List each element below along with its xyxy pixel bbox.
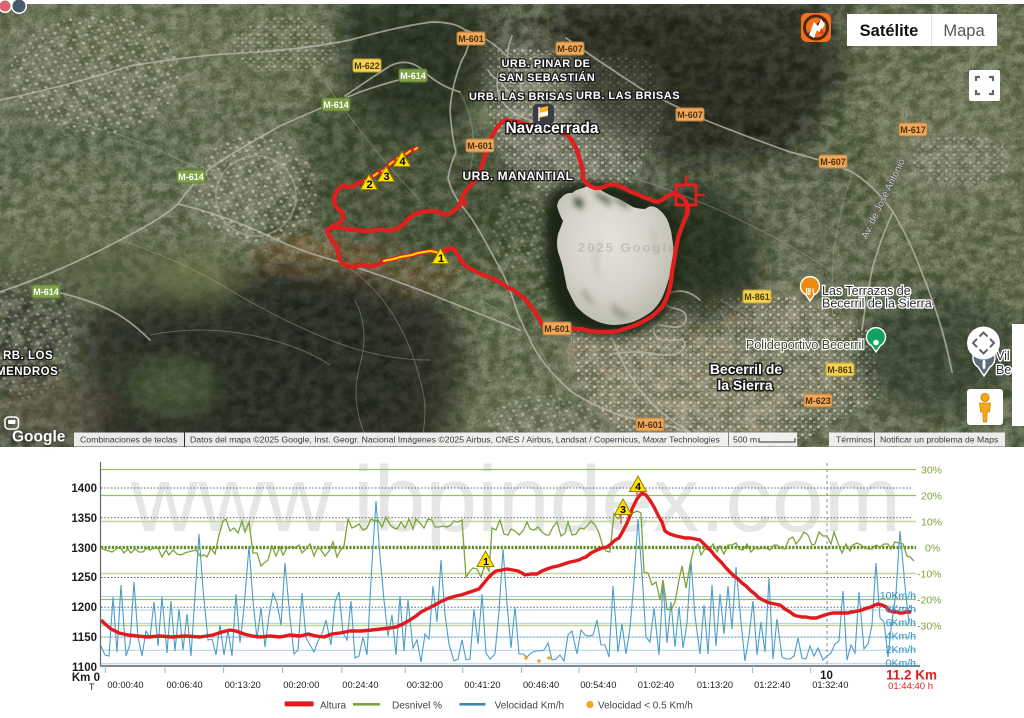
svg-text:4: 4 — [635, 481, 641, 493]
svg-text:3: 3 — [620, 504, 626, 516]
svg-text:2025 Google: 2025 Google — [578, 240, 677, 255]
svg-text:00:20:00: 00:20:00 — [283, 680, 319, 690]
svg-text:Combinaciones de teclas: Combinaciones de teclas — [80, 435, 178, 445]
svg-text:M-614: M-614 — [33, 287, 59, 297]
svg-text:M-601: M-601 — [458, 34, 484, 44]
svg-text:Google: Google — [12, 429, 66, 446]
svg-text:Navacerrada: Navacerrada — [505, 120, 598, 137]
svg-text:SAN SEBASTIÁN: SAN SEBASTIÁN — [499, 71, 595, 84]
svg-text:10: 10 — [820, 670, 833, 682]
svg-text:Términos: Términos — [836, 435, 873, 445]
svg-text:RB. LOS: RB. LOS — [3, 350, 53, 362]
svg-text:00:41:20: 00:41:20 — [464, 680, 500, 690]
svg-text:M-601: M-601 — [544, 324, 570, 334]
svg-text:01:02:40: 01:02:40 — [638, 680, 674, 690]
svg-text:Be: Be — [996, 363, 1011, 377]
svg-text:3: 3 — [383, 171, 389, 183]
svg-text:01:44:40 h: 01:44:40 h — [888, 681, 933, 692]
svg-text:la Sierra: la Sierra — [717, 377, 772, 393]
svg-text:2: 2 — [366, 179, 372, 191]
svg-text:URB. LAS BRISAS: URB. LAS BRISAS — [576, 90, 680, 102]
svg-text:www.ibpindex.com: www.ibpindex.com — [130, 447, 901, 551]
svg-text:Datos del mapa ©2025 Google, I: Datos del mapa ©2025 Google, Inst. Geogr… — [190, 435, 720, 445]
svg-text:1: 1 — [438, 253, 444, 265]
svg-text:M-601: M-601 — [637, 420, 663, 430]
svg-text:0Km/h: 0Km/h — [886, 657, 917, 669]
svg-text:URB. LAS BRISAS: URB. LAS BRISAS — [469, 91, 573, 103]
svg-text:0%: 0% — [925, 543, 940, 555]
svg-text:1350: 1350 — [71, 513, 97, 525]
svg-text:Altura: Altura — [320, 701, 347, 712]
svg-text:10Km/h: 10Km/h — [880, 590, 916, 602]
svg-text:20%: 20% — [921, 491, 942, 503]
svg-text:2Km/h: 2Km/h — [886, 644, 917, 656]
svg-text:Mapa: Mapa — [943, 22, 985, 40]
svg-text:M-861: M-861 — [827, 365, 853, 375]
svg-text:00:13:20: 00:13:20 — [225, 680, 261, 690]
svg-text:30%: 30% — [921, 465, 942, 477]
svg-text:Becerril de: Becerril de — [710, 361, 783, 377]
svg-text:4Km/h: 4Km/h — [886, 631, 917, 643]
svg-text:T: T — [89, 682, 95, 692]
svg-text:URB. PINAR DE: URB. PINAR DE — [501, 58, 590, 70]
svg-text:M-614: M-614 — [178, 172, 204, 182]
svg-text:Becerril de la Sierra: Becerril de la Sierra — [822, 297, 932, 311]
svg-text:Velocidad < 0.5 Km/h: Velocidad < 0.5 Km/h — [598, 701, 693, 712]
svg-text:URB. MANANTIAL: URB. MANANTIAL — [463, 169, 574, 183]
svg-text:M-622: M-622 — [354, 61, 380, 71]
svg-text:1250: 1250 — [71, 572, 97, 584]
svg-text:00:54:40: 00:54:40 — [580, 680, 616, 690]
svg-text:M-861: M-861 — [744, 292, 770, 302]
svg-text:Velocidad Km/h: Velocidad Km/h — [495, 701, 564, 712]
svg-text:8Km/h: 8Km/h — [886, 604, 917, 616]
svg-text:Km 0: Km 0 — [72, 672, 100, 684]
svg-text:Notificar un problema de Maps: Notificar un problema de Maps — [880, 435, 999, 445]
svg-text:00:24:40: 00:24:40 — [342, 680, 378, 690]
svg-text:00:00:40: 00:00:40 — [107, 680, 143, 690]
svg-text:01:22:40: 01:22:40 — [754, 680, 790, 690]
svg-text:1400: 1400 — [71, 483, 97, 495]
svg-text:M-607: M-607 — [677, 110, 703, 120]
svg-text:M-623: M-623 — [805, 396, 831, 406]
svg-text:11.2 Km: 11.2 Km — [886, 668, 937, 683]
svg-text:M-614: M-614 — [323, 100, 349, 110]
svg-text:1300: 1300 — [71, 543, 97, 555]
svg-text:1: 1 — [483, 556, 489, 568]
svg-text:M-607: M-607 — [557, 44, 583, 54]
svg-text:M-617: M-617 — [900, 125, 926, 135]
svg-text:Vil: Vil — [996, 349, 1010, 363]
svg-text:01:13:20: 01:13:20 — [697, 680, 733, 690]
svg-text:1150: 1150 — [72, 632, 97, 644]
svg-text:00:06:40: 00:06:40 — [167, 680, 203, 690]
svg-text:Polideportivo Becerril: Polideportivo Becerril — [746, 338, 864, 352]
svg-text:MENDROS: MENDROS — [0, 366, 58, 378]
svg-text:01:32:40: 01:32:40 — [812, 680, 848, 690]
svg-text:M-601: M-601 — [467, 141, 493, 151]
svg-text:Desnivel %: Desnivel % — [392, 701, 442, 712]
svg-text:500 m: 500 m — [733, 435, 757, 445]
svg-text:6Km/h: 6Km/h — [886, 617, 917, 629]
svg-text:-20%: -20% — [917, 595, 942, 607]
svg-text:M-614: M-614 — [400, 71, 426, 81]
svg-text:-10%: -10% — [917, 569, 942, 581]
svg-text:00:32:00: 00:32:00 — [407, 680, 443, 690]
svg-text:4: 4 — [399, 156, 406, 168]
svg-text:M-607: M-607 — [820, 157, 846, 167]
svg-text:00:46:40: 00:46:40 — [523, 680, 559, 690]
svg-text:Las Terrazas de: Las Terrazas de — [822, 284, 911, 298]
svg-text:-30%: -30% — [917, 621, 942, 633]
svg-text:1100: 1100 — [72, 662, 97, 674]
svg-text:Satélite: Satélite — [860, 22, 919, 40]
svg-text:1200: 1200 — [71, 602, 97, 614]
svg-text:10%: 10% — [921, 517, 942, 529]
